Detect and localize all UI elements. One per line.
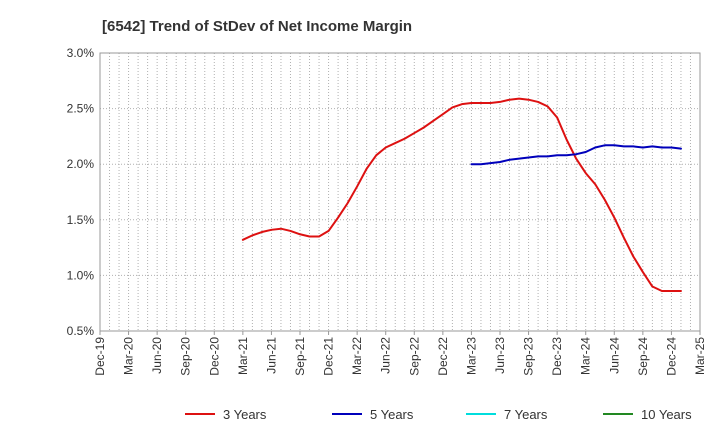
x-tick-label: Jun-22: [379, 337, 393, 374]
x-tick-label: Sep-24: [636, 337, 650, 376]
plot-border: [99, 52, 701, 332]
y-tick-label: 2.0%: [67, 157, 95, 171]
x-tick-label: Dec-24: [664, 337, 678, 376]
chart-title: [6542] Trend of StDev of Net Income Marg…: [102, 18, 412, 35]
y-tick-label: 1.0%: [67, 268, 95, 282]
x-axis-ticks: Dec-19 Mar-20 Jun-20 Sep-20 Dec-20 Mar-21 Jun-…: [93, 331, 707, 376]
x-tick-label: Dec-19: [93, 337, 107, 376]
legend-label: 7 Years: [504, 407, 548, 422]
plot-area: [100, 53, 700, 331]
legend-label: 5 Years: [370, 407, 414, 422]
x-tick-label: Sep-20: [179, 337, 193, 376]
x-tick-label: Sep-23: [522, 337, 536, 376]
x-tick-label: Jun-20: [150, 337, 164, 374]
legend-label: 10 Years: [641, 407, 692, 422]
x-tick-label: Mar-20: [122, 337, 136, 375]
x-tick-label: Dec-20: [207, 337, 221, 376]
series-line-3-years: [241, 97, 682, 292]
y-axis-ticks: 0.5% 1.0% 1.5% 2.0% 2.5% 3.0%: [67, 46, 95, 338]
x-tick-label: Dec-22: [436, 337, 450, 376]
x-tick-label: Mar-24: [579, 337, 593, 375]
x-tick-label: Jun-24: [607, 337, 621, 374]
x-tick-label: Mar-22: [350, 337, 364, 375]
x-tick-label: Dec-21: [322, 337, 336, 376]
y-tick-label: 0.5%: [67, 324, 95, 338]
x-tick-label: Jun-21: [264, 337, 278, 374]
series-line-5-years: [470, 144, 682, 166]
legend: 3 Years 5 Years 7 Years 10 Years: [185, 407, 692, 422]
x-tick-label: Jun-23: [493, 337, 507, 374]
x-tick-label: Sep-22: [407, 337, 421, 376]
y-tick-label: 3.0%: [67, 46, 95, 60]
x-tick-label: Mar-25: [693, 337, 707, 375]
x-tick-label: Sep-21: [293, 337, 307, 376]
y-tick-label: 2.5%: [67, 102, 95, 116]
x-tick-label: Dec-23: [550, 337, 564, 376]
y-tick-label: 1.5%: [67, 213, 95, 227]
legend-label: 3 Years: [223, 407, 267, 422]
x-tick-label: Mar-23: [464, 337, 478, 375]
x-tick-label: Mar-21: [236, 337, 250, 375]
series-lines: [241, 97, 682, 292]
